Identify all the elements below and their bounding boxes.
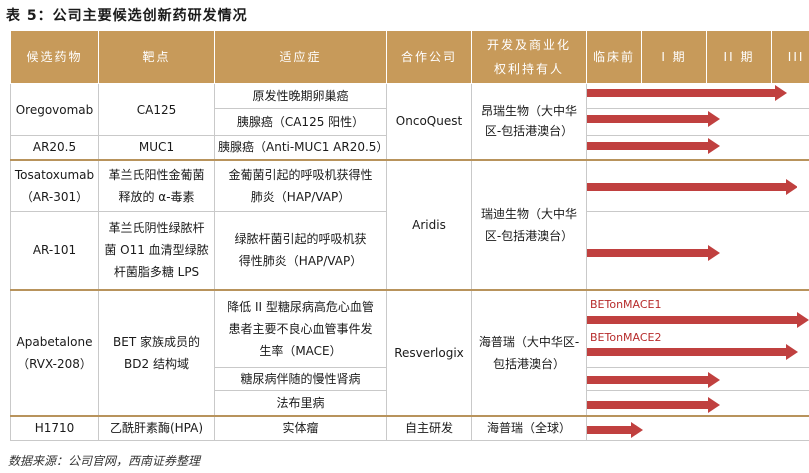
drug-cell: H1710 xyxy=(10,414,99,441)
header-target: 靶点 xyxy=(98,30,215,84)
drug-cell: Oregovomab xyxy=(10,83,99,136)
rights-cell: 昂瑞生物（大中华区-包括港澳台） xyxy=(471,83,587,160)
target-cell: 乙酰肝素酶(HPA) xyxy=(98,414,215,441)
header-row: 候选药物 靶点 适应症 合作公司 开发及商业化 权利持有人 临床前 I 期 II… xyxy=(10,30,809,84)
data-source-note: 数据来源：公司官网，西南证券整理 xyxy=(8,454,201,468)
arrow-shaft xyxy=(587,348,786,356)
target-line1: 革兰氏阴性绿脓杆 xyxy=(108,221,205,236)
drug-name-line1: Apabetalone xyxy=(16,334,93,349)
header-rights-line2: 权利持有人 xyxy=(493,62,564,76)
stage-arrow-betonmace1 xyxy=(587,312,809,328)
arrow-head xyxy=(631,422,643,438)
indication-cell: 降低 II 型糖尿病高危心血管 患者主要不良心血管事件发 生率（MACE） xyxy=(214,288,387,368)
indication-line2: 肺炎（HAP/VAP） xyxy=(250,189,351,204)
arrow-head xyxy=(786,179,797,195)
arrow-shaft xyxy=(587,249,708,257)
arrow-shaft xyxy=(587,142,708,150)
header-rights-line1: 开发及商业化 xyxy=(486,38,571,52)
drug-cell: Tosatoxumab （AR-301） xyxy=(10,158,99,212)
indication-line1: 金葡菌引起的呼吸机获得性 xyxy=(228,167,373,182)
rights-cell: 海普瑞（全球） xyxy=(471,414,587,441)
partner-cell: OncoQuest xyxy=(386,83,472,160)
partner-cell: 自主研发 xyxy=(386,414,472,441)
arrow-head xyxy=(708,372,720,388)
indication-line1: 绿脓杆菌引起的呼吸机获 xyxy=(234,232,367,247)
header-rights: 开发及商业化 权利持有人 xyxy=(471,30,587,84)
indication-line2: 患者主要不良心血管事件发 xyxy=(228,321,373,336)
indication-cell: 胰腺癌（Anti-MUC1 AR20.5） xyxy=(214,135,387,160)
table-title: 表 5：公司主要候选创新药研发情况 xyxy=(6,8,248,24)
arrow-shaft xyxy=(587,115,708,123)
header-preclinical: 临床前 xyxy=(586,30,642,84)
header-phase3: III 期 xyxy=(771,30,809,84)
arrow-head xyxy=(708,397,720,413)
arrow-shaft xyxy=(587,183,786,191)
indication-cell: 实体瘤 xyxy=(214,414,387,441)
target-line3: 杆菌脂多糖 LPS xyxy=(113,265,200,280)
arrow-shaft xyxy=(587,376,708,384)
arrow-head xyxy=(708,138,720,154)
drug-cell: AR20.5 xyxy=(10,135,99,160)
target-line1: BET 家族成员的 xyxy=(113,334,200,349)
target-line1: 革兰氏阳性金葡菌 xyxy=(108,167,205,182)
indication-cell: 原发性晚期卵巢癌 xyxy=(214,83,387,109)
trial-label-betonmace1: BETonMACE1 xyxy=(590,298,662,311)
arrow-shaft xyxy=(587,401,708,409)
rights-cell: 瑞迪生物（大中华区-包括港澳台） xyxy=(471,158,587,290)
rights-cell: 海普瑞（大中华区-包括港澳台） xyxy=(471,288,587,416)
table-row: Tosatoxumab （AR-301） 革兰氏阳性金葡菌 释放的 α-毒素 金… xyxy=(10,158,809,290)
target-cell: BET 家族成员的 BD2 结构域 xyxy=(98,288,215,416)
table-row: Oregovomab CA125 原发性晚期卵巢癌 OncoQuest 昂瑞生物… xyxy=(10,83,809,160)
target-cell: 革兰氏阳性金葡菌 释放的 α-毒素 xyxy=(98,158,215,212)
drug-cell: Apabetalone （RVX-208） xyxy=(10,288,99,416)
partner-cell: Aridis xyxy=(386,158,472,290)
stage-arrow-ar101 xyxy=(587,245,720,261)
stage-arrow-oregovomab-ovarian xyxy=(587,85,787,101)
header-phase2: II 期 xyxy=(706,30,772,84)
target-cell: 革兰氏阴性绿脓杆 菌 O11 血清型绿脓 杆菌脂多糖 LPS xyxy=(98,211,215,290)
target-cell: MUC1 xyxy=(98,135,215,160)
header-indication: 适应症 xyxy=(214,30,387,84)
stage-arrow-oregovomab-pancreatic xyxy=(587,111,720,127)
indication-cell: 糖尿病伴随的慢性肾病 xyxy=(214,367,387,391)
trial-label-betonmace2: BETonMACE2 xyxy=(590,331,662,344)
stage-arrow-betonmace2 xyxy=(587,344,798,360)
stage-arrow-ckd xyxy=(587,372,720,388)
indication-cell: 金葡菌引起的呼吸机获得性 肺炎（HAP/VAP） xyxy=(214,158,387,212)
indication-line1: 降低 II 型糖尿病高危心血管 xyxy=(227,299,374,314)
header-drug: 候选药物 xyxy=(10,30,99,84)
drug-name-line2: （AR-301） xyxy=(20,189,89,204)
target-line2: 释放的 α-毒素 xyxy=(118,189,195,204)
indication-cell: 胰腺癌（CA125 阳性） xyxy=(214,108,387,136)
arrow-shaft xyxy=(587,426,631,434)
target-line2: 菌 O11 血清型绿脓 xyxy=(104,243,209,258)
stage-arrow-h1710 xyxy=(587,422,643,438)
target-cell: CA125 xyxy=(98,83,215,136)
indication-line2: 得性肺炎（HAP/VAP） xyxy=(238,254,363,269)
indication-cell: 法布里病 xyxy=(214,390,387,416)
target-line2: BD2 结构域 xyxy=(124,356,189,371)
drug-cell: AR-101 xyxy=(10,211,99,290)
stage-arrow-fabry xyxy=(587,397,720,413)
header-partner: 合作公司 xyxy=(386,30,472,84)
stage-arrow-tosatoxumab xyxy=(587,179,797,195)
indication-cell: 绿脓杆菌引起的呼吸机获 得性肺炎（HAP/VAP） xyxy=(214,211,387,290)
arrow-head xyxy=(775,85,787,101)
partner-cell: Resverlogix xyxy=(386,288,472,416)
header-phase1: I 期 xyxy=(641,30,707,84)
arrow-head xyxy=(708,111,720,127)
stage-arrow-ar205 xyxy=(587,138,720,154)
drug-name-line2: （RVX-208） xyxy=(17,356,92,371)
arrow-head xyxy=(797,312,809,328)
arrow-shaft xyxy=(587,316,797,324)
drug-name-line1: Tosatoxumab xyxy=(14,167,95,182)
arrow-head xyxy=(786,344,798,360)
arrow-head xyxy=(708,245,720,261)
arrow-shaft xyxy=(587,89,775,97)
indication-line3: 生率（MACE） xyxy=(259,343,342,358)
